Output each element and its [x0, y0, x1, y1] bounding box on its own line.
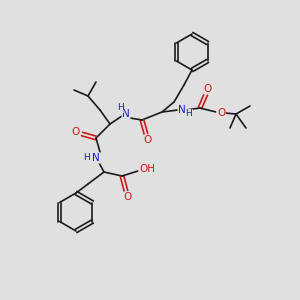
Text: H: H	[117, 103, 123, 112]
Text: OH: OH	[139, 164, 155, 174]
Text: H: H	[84, 154, 90, 163]
Text: O: O	[71, 127, 79, 137]
Text: N: N	[178, 105, 186, 115]
Text: N: N	[92, 153, 100, 163]
Text: O: O	[217, 108, 225, 118]
Text: O: O	[124, 192, 132, 202]
Text: O: O	[204, 84, 212, 94]
Text: N: N	[122, 109, 130, 119]
Text: O: O	[144, 135, 152, 145]
Text: H: H	[186, 110, 192, 118]
